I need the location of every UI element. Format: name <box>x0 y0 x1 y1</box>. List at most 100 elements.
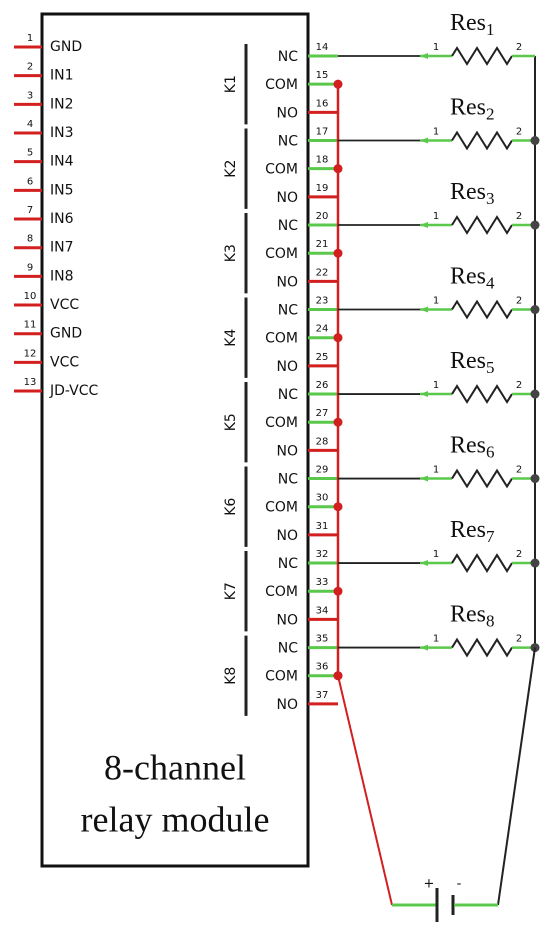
pin-label: NC <box>278 641 298 657</box>
arrow <box>420 222 428 229</box>
pin-number: 10 <box>24 291 37 302</box>
pin-label: NO <box>277 105 299 121</box>
battery-plus: + <box>424 877 435 892</box>
pin-label: IN6 <box>50 211 74 227</box>
pin-number: 8 <box>27 234 33 245</box>
pin-number: 25 <box>316 352 329 363</box>
resistor-label: Res2 <box>450 94 495 123</box>
pin-label: NC <box>278 556 298 572</box>
pin-label: GND <box>50 39 82 55</box>
junction <box>333 502 343 512</box>
relay-label: K8 <box>223 667 239 685</box>
pin-number: 32 <box>316 549 329 560</box>
resistor-index: 8 <box>486 611 495 630</box>
pin-label: NC <box>278 303 298 319</box>
pin-number: 20 <box>316 211 329 222</box>
pin-number: 24 <box>316 324 329 335</box>
pin-number: 21 <box>316 239 329 250</box>
resistor-pin: 1 <box>433 465 439 476</box>
resistor-index: 1 <box>486 20 495 39</box>
pin-label: COM <box>265 77 298 93</box>
pin-label: IN5 <box>50 182 74 198</box>
resistor-pin: 1 <box>433 42 439 53</box>
pin-number: 33 <box>316 577 329 588</box>
junction <box>333 248 343 258</box>
resistor-index: 3 <box>486 189 495 208</box>
pin-label: NO <box>277 274 299 290</box>
resistor-index: 2 <box>486 104 495 123</box>
resistor-name: Res <box>450 10 486 36</box>
arrow <box>420 560 428 567</box>
junction <box>530 389 540 399</box>
pin-number: 23 <box>316 296 329 307</box>
pin-number: 22 <box>316 267 329 278</box>
relay-label: K1 <box>223 75 239 93</box>
junction <box>333 333 343 343</box>
pin-label: COM <box>265 500 298 516</box>
battery-minus: - <box>457 877 462 892</box>
arrow <box>420 391 428 398</box>
pin-label: NC <box>278 387 298 403</box>
pin-number: 30 <box>316 493 329 504</box>
pin-label: NO <box>277 190 299 206</box>
resistor-name: Res <box>450 179 486 205</box>
pin-label: IN4 <box>50 154 74 170</box>
resistor-label: Res3 <box>450 179 495 208</box>
relay-label: K7 <box>223 582 239 600</box>
pin-number: 29 <box>316 465 329 476</box>
pin-label: NC <box>278 134 298 150</box>
junction <box>333 417 343 427</box>
relay-label: K5 <box>223 413 239 431</box>
pin-number: 35 <box>316 634 329 645</box>
pin-label: NO <box>277 612 299 628</box>
arrow <box>420 137 428 144</box>
resistor-pin: 1 <box>433 549 439 560</box>
resistor-pin: 2 <box>516 465 522 476</box>
pin-number: 15 <box>316 70 329 81</box>
resistor <box>451 637 513 658</box>
pin-label: VCC <box>50 354 79 370</box>
pin-number: 18 <box>316 155 329 166</box>
pin-label: NC <box>278 49 298 65</box>
pin-label: COM <box>265 246 298 262</box>
relay-label: K2 <box>223 160 239 178</box>
wire <box>337 675 393 906</box>
resistor-pin: 2 <box>516 549 522 560</box>
resistor <box>451 299 513 320</box>
pin-number: 37 <box>316 690 329 701</box>
pin-label: COM <box>265 415 298 431</box>
pin-label: GND <box>50 326 82 342</box>
resistor-name: Res <box>450 432 486 458</box>
resistor-pin: 1 <box>433 127 439 138</box>
pin-number: 36 <box>316 662 329 673</box>
resistor-pin: 2 <box>516 634 522 645</box>
pin-number: 4 <box>27 119 33 130</box>
pin-label: COM <box>265 331 298 347</box>
resistor-pin: 2 <box>516 380 522 391</box>
pin-label: NO <box>277 359 299 375</box>
arrow <box>420 306 428 313</box>
resistor-index: 4 <box>486 273 495 292</box>
pin-label: NO <box>277 697 299 713</box>
module-title: 8-channel <box>104 747 246 787</box>
resistor-name: Res <box>450 601 486 627</box>
junction <box>333 79 343 89</box>
junction <box>530 558 540 568</box>
pin-label: VCC <box>50 297 79 313</box>
pin-number: 2 <box>27 62 33 73</box>
arrow <box>420 644 428 651</box>
resistor-label: Res8 <box>450 601 495 630</box>
resistor-label: Res1 <box>450 10 495 39</box>
resistor-pin: 1 <box>433 380 439 391</box>
pin-label: COM <box>265 584 298 600</box>
pin-number: 3 <box>27 90 33 101</box>
resistor-name: Res <box>450 517 486 543</box>
pin-number: 19 <box>316 183 329 194</box>
resistor-label: Res7 <box>450 517 495 546</box>
pin-label: COM <box>265 669 298 685</box>
resistor <box>451 215 513 235</box>
pin-label: JD-VCC <box>49 383 98 399</box>
resistor-index: 6 <box>486 442 495 461</box>
junction <box>530 474 540 484</box>
resistor-pin: 2 <box>516 127 522 138</box>
